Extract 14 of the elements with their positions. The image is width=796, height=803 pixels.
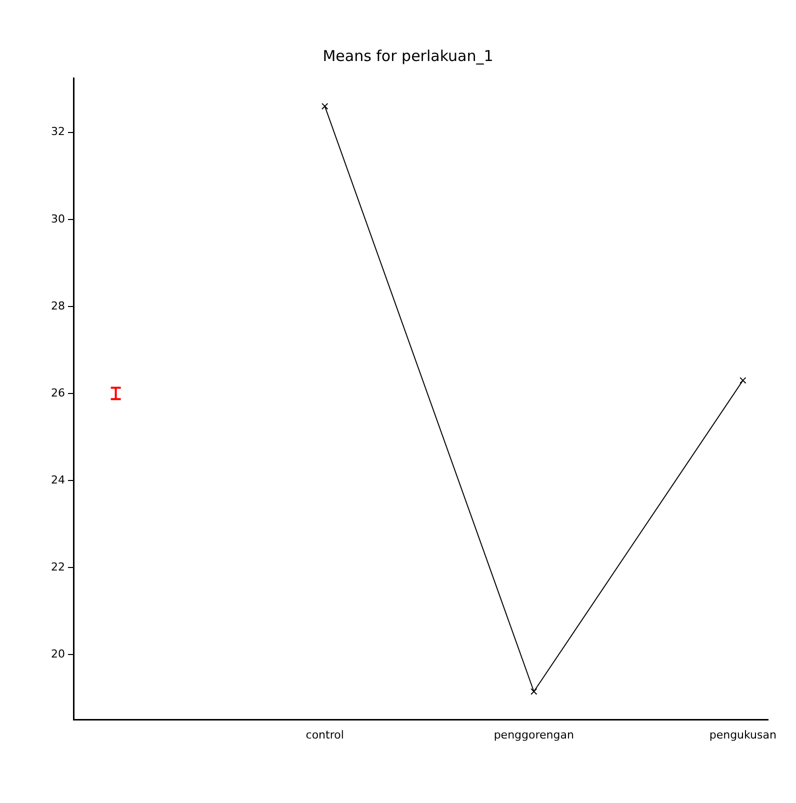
point <box>530 688 538 695</box>
x-tick-label: pengukusan <box>709 728 777 742</box>
y-tick-label: 32 <box>50 125 65 138</box>
y-tick-label: 24 <box>50 473 65 486</box>
point <box>740 377 746 384</box>
point <box>322 102 328 110</box>
y-tick-label: 20 <box>50 647 65 660</box>
x-tick-label: penggorengan <box>494 728 574 742</box>
y-tick-label: 22 <box>50 560 65 574</box>
x-tick-label: control <box>306 728 344 742</box>
y-tick-label: 26 <box>50 386 65 400</box>
y-tick-label: 30 <box>50 212 65 226</box>
chart-title: Means for perlakuan_1 <box>322 46 494 65</box>
y-tick-label: 28 <box>50 299 65 312</box>
